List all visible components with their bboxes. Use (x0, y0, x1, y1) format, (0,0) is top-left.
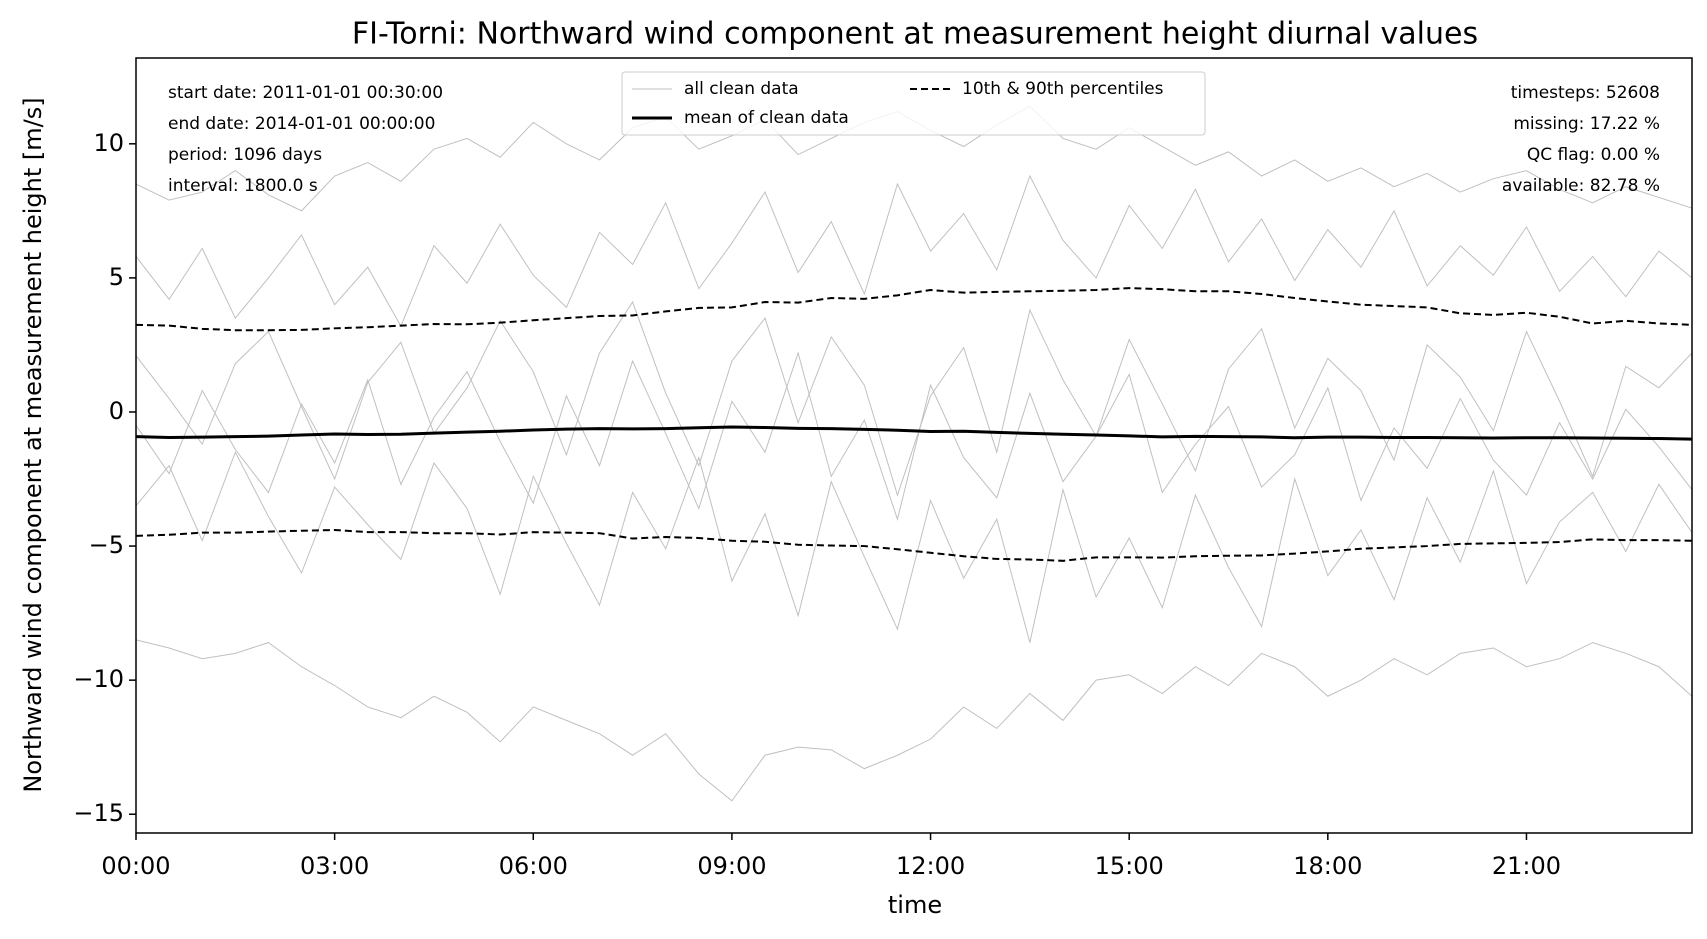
y-tick-label: 0 (109, 397, 124, 425)
legend-label: 10th & 90th percentiles (962, 79, 1164, 99)
y-tick-label: −5 (89, 531, 124, 559)
x-tick-label: 09:00 (697, 852, 766, 880)
series-line (136, 300, 1692, 497)
y-axis-label: Northward wind component at measurement … (19, 97, 47, 792)
plot-frame (135, 57, 1693, 834)
legend: all clean data mean of clean data 10th & 9… (621, 71, 1206, 136)
series-line (136, 425, 1692, 441)
y-tick-label: −10 (73, 665, 124, 693)
series-line (136, 450, 1692, 643)
series-line (136, 639, 1692, 802)
annotation: available: 82.78 % (1502, 176, 1660, 196)
x-tick-label: 12:00 (896, 852, 965, 880)
x-tick-label: 06:00 (499, 852, 568, 880)
annotation: start date: 2011-01-01 00:30:00 (168, 83, 443, 103)
x-tick-label: 18:00 (1293, 852, 1362, 880)
x-tick-label: 21:00 (1492, 852, 1561, 880)
annotation: timesteps: 52608 (1511, 83, 1660, 103)
series-line (136, 174, 1692, 328)
x-axis-label: time (888, 891, 942, 919)
series-line (136, 528, 1692, 562)
annotation: interval: 1800.0 s (168, 176, 318, 196)
annotation: period: 1096 days (168, 145, 322, 165)
legend-label: all clean data (684, 79, 799, 99)
annotation: QC flag: 0.00 % (1527, 145, 1660, 165)
series-line (136, 287, 1692, 332)
x-tick-label: 03:00 (300, 852, 369, 880)
chart-title: FI-Torni: Northward wind component at me… (352, 17, 1478, 52)
y-tick-label: −15 (73, 799, 124, 827)
plot-lines (136, 105, 1692, 802)
annotation: end date: 2014-01-01 00:00:00 (168, 114, 435, 134)
x-tick-label: 00:00 (101, 852, 170, 880)
x-tick-label: 15:00 (1095, 852, 1164, 880)
y-tick-label: 5 (109, 263, 124, 291)
y-tick-label: 10 (93, 129, 124, 157)
legend-label: mean of clean data (684, 108, 849, 128)
annotation: missing: 17.22 % (1513, 114, 1660, 134)
legend-frame (621, 71, 1206, 136)
series-line (136, 351, 1692, 522)
